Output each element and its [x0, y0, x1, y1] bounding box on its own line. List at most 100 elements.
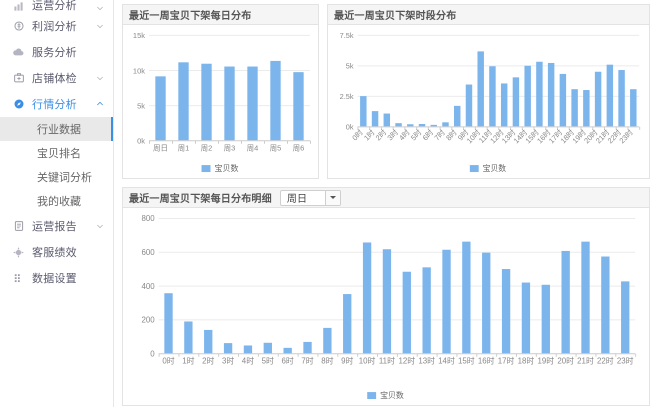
- day-select-dropdown[interactable]: 周日: [279, 189, 341, 206]
- svg-text:7时: 7时: [301, 356, 313, 366]
- svg-text:20时: 20时: [557, 356, 574, 366]
- chart-hourly-distribution[interactable]: 0k2.5k5k7.5k0时1时2时3时4时5时6时7时8时9时10时11时12…: [328, 25, 649, 178]
- sidebar-item-service-performance[interactable]: 客服绩效: [0, 239, 113, 265]
- panel-hourly-body: 0k 2.5k 5k 7.5k 0时 1时 2时 3时 4时 5时 6时 7时 8时 9时 10时 11时 12…: [328, 25, 649, 178]
- panel-daily-header: 最近一周宝贝下架每日分布: [123, 5, 318, 25]
- chevron-down-icon[interactable]: [324, 190, 340, 205]
- svg-text:周日: 周日: [153, 144, 168, 153]
- chevron-up-icon: [95, 99, 105, 109]
- svg-text:4时: 4时: [242, 356, 254, 366]
- panel-detail-title: 最近一周宝贝下架每日分布明细: [129, 194, 272, 205]
- svg-text:11时: 11时: [379, 356, 395, 366]
- coin-icon: [12, 20, 25, 33]
- svg-text:周1: 周1: [178, 144, 190, 153]
- svg-text:23时: 23时: [617, 127, 635, 145]
- svg-text:17时: 17时: [498, 356, 515, 366]
- panel-detail-header: 最近一周宝贝下架每日分布明细 周日: [123, 188, 649, 208]
- sidebar-item-profit-analysis-label: 利润分析: [32, 21, 77, 33]
- sidebar-subitem-item-ranking-label: 宝贝排名: [37, 148, 81, 160]
- svg-text:0k: 0k: [346, 123, 354, 132]
- sidebar-subitem-item-ranking[interactable]: 宝贝排名: [0, 141, 113, 165]
- sidebar-item-operations-report[interactable]: 运营报告: [0, 213, 113, 239]
- svg-text:7.5k: 7.5k: [340, 31, 354, 40]
- sidebar-item-data-settings-label: 数据设置: [32, 273, 77, 285]
- chevron-down-icon: [95, 21, 105, 31]
- svg-text:2.5k: 2.5k: [340, 92, 354, 101]
- svg-text:15k: 15k: [133, 31, 145, 40]
- sidebar-subitem-keyword-analysis[interactable]: 关键词分析: [0, 165, 113, 189]
- sidebar-item-data-settings[interactable]: 数据设置: [0, 265, 113, 291]
- svg-text:周4: 周4: [247, 144, 259, 153]
- sidebar-item-cut-label: 运营分析: [32, 0, 77, 12]
- svg-text:19时: 19时: [537, 356, 554, 366]
- svg-text:宝贝数: 宝贝数: [215, 163, 239, 173]
- svg-text:21时: 21时: [577, 356, 594, 366]
- panel-detail-body: 0 200 400 600 800 0时 1时 2时 3时 4时 5时 6时 7时 8时 9时 10时 11时 1…: [123, 208, 649, 405]
- svg-text:8时: 8时: [321, 356, 333, 366]
- svg-text:800: 800: [141, 214, 155, 223]
- svg-text:3时: 3时: [222, 356, 234, 366]
- chart-daily-distribution[interactable]: 0k 5k 10k 15k 周日 周1 周2 周3 周4 周5 周6 宝贝数: [123, 25, 318, 178]
- svg-text:13时: 13时: [418, 356, 435, 366]
- sidebar-subitem-industry-data-label: 行业数据: [37, 124, 81, 136]
- svg-text:16时: 16时: [478, 356, 495, 366]
- main-content: 最近一周宝贝下架每日分布 0k 5k 10k 15k 周日 周1 周2 周3 周4 周5 周6 宝贝数…: [114, 0, 654, 407]
- panel-hourly-header: 最近一周宝贝下架时段分布: [328, 5, 649, 25]
- svg-text:2时: 2时: [202, 356, 214, 366]
- sidebar-item-market-analysis[interactable]: 行情分析: [0, 91, 113, 117]
- svg-text:宝贝数: 宝贝数: [483, 163, 507, 173]
- svg-text:5k: 5k: [137, 101, 145, 110]
- headset-icon: [12, 246, 25, 259]
- panel-hourly-title: 最近一周宝贝下架时段分布: [334, 11, 457, 22]
- svg-text:18时: 18时: [518, 356, 535, 366]
- panel-daily-title: 最近一周宝贝下架每日分布: [129, 11, 252, 22]
- svg-text:200: 200: [141, 316, 155, 325]
- svg-text:宝贝数: 宝贝数: [380, 390, 404, 400]
- sidebar-item-store-checkup[interactable]: 店铺体检: [0, 65, 113, 91]
- sidebar-item-service-performance-label: 客服绩效: [32, 247, 77, 259]
- svg-text:0时: 0时: [162, 356, 174, 366]
- top-charts-row: 最近一周宝贝下架每日分布 0k 5k 10k 15k 周日 周1 周2 周3 周4 周5 周6 宝贝数…: [122, 4, 650, 179]
- sidebar-item-market-analysis-label: 行情分析: [32, 99, 77, 111]
- medkit-icon: [12, 72, 25, 85]
- sidebar-subitem-industry-data[interactable]: 行业数据: [0, 117, 113, 141]
- svg-text:15时: 15时: [458, 356, 475, 366]
- sidebar-subitem-my-favorites[interactable]: 我的收藏: [0, 189, 113, 213]
- panel-daily-detail: 最近一周宝贝下架每日分布明细 周日 0 200 400 600 800 0时 1时 2时 3时 4…: [122, 187, 650, 406]
- report-icon: [12, 220, 25, 233]
- sidebar-item-cut[interactable]: 运营分析: [0, 0, 113, 13]
- spacer: [95, 47, 105, 57]
- chevron-down-icon: [95, 73, 105, 83]
- cloud-icon: [12, 46, 25, 59]
- sidebar-item-service-analysis[interactable]: 服务分析: [0, 39, 113, 65]
- sidebar-item-store-checkup-label: 店铺体检: [32, 73, 77, 85]
- svg-text:23时: 23时: [617, 356, 634, 366]
- svg-text:6时: 6时: [282, 356, 294, 366]
- svg-text:10时: 10时: [359, 356, 376, 366]
- chevron-down-icon: [95, 3, 105, 13]
- day-select-value: 周日: [286, 194, 308, 205]
- panel-hourly-distribution: 最近一周宝贝下架时段分布 0k 2.5k 5k 7.5k 0时 1时 2时 3时 4时 5时 6时 7…: [327, 4, 650, 179]
- panel-daily-distribution: 最近一周宝贝下架每日分布 0k 5k 10k 15k 周日 周1 周2 周3 周4 周5 周6 宝贝数: [122, 4, 319, 179]
- svg-text:5k: 5k: [346, 62, 354, 71]
- settings-icon: [12, 272, 25, 285]
- svg-text:周2: 周2: [201, 144, 213, 153]
- svg-text:14时: 14时: [438, 356, 455, 366]
- svg-text:12时: 12时: [398, 356, 415, 366]
- svg-text:400: 400: [141, 282, 155, 291]
- sidebar-subitem-my-favorites-label: 我的收藏: [37, 196, 81, 208]
- svg-text:周6: 周6: [293, 144, 305, 153]
- svg-text:周5: 周5: [270, 144, 282, 153]
- sidebar-item-operations-report-label: 运营报告: [32, 221, 77, 233]
- sidebar-item-service-analysis-label: 服务分析: [32, 47, 77, 59]
- sidebar-item-profit-analysis[interactable]: 利润分析: [0, 13, 113, 39]
- sidebar: 运营分析 利润分析 服务分: [0, 0, 114, 407]
- compass-icon: [12, 98, 25, 111]
- svg-text:周3: 周3: [224, 144, 236, 153]
- svg-text:5时: 5时: [262, 356, 274, 366]
- svg-text:600: 600: [141, 248, 155, 257]
- svg-text:10k: 10k: [133, 66, 145, 75]
- svg-text:1时: 1时: [182, 356, 194, 366]
